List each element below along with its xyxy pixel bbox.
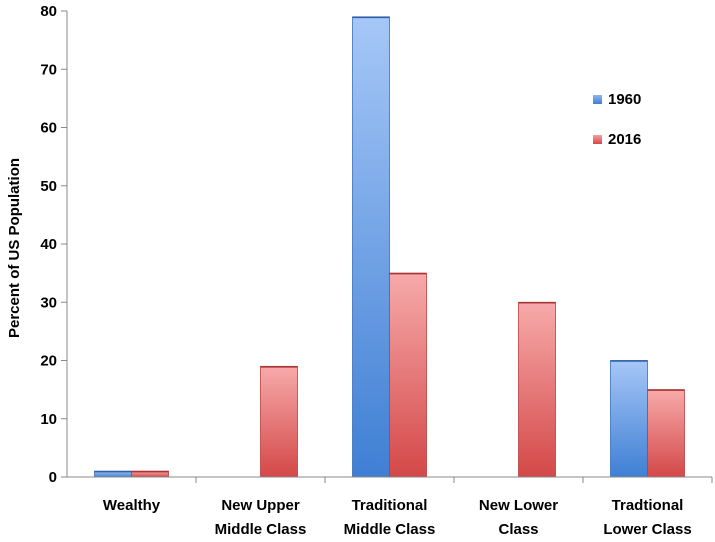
bar-2016	[647, 389, 685, 478]
x-category-label: Traditional	[352, 497, 428, 514]
bar-2016	[389, 272, 427, 478]
x-category-label: New Upper	[221, 497, 300, 514]
y-tick-label: 80	[40, 3, 57, 20]
y-tick-label: 20	[40, 353, 57, 370]
x-category-label: Class	[498, 521, 538, 538]
y-tick-label: 10	[40, 411, 57, 428]
bar-2016	[260, 365, 298, 478]
y-tick-label: 50	[40, 178, 57, 195]
bar-1960	[610, 360, 648, 478]
y-tick-label: 40	[40, 236, 57, 253]
x-category-label: Tradtional	[612, 497, 684, 514]
legend-swatch-1960	[593, 95, 602, 104]
bars-group	[94, 16, 713, 483]
y-tick-label: 60	[40, 120, 57, 137]
x-category-label: Wealthy	[103, 497, 161, 514]
legend-swatch-2016	[593, 135, 602, 144]
legend-label-1960: 1960	[608, 91, 641, 108]
x-category-label: Middle Class	[344, 521, 436, 538]
bar-1960	[352, 16, 390, 478]
y-axis-title: Percent of US Population	[6, 158, 23, 338]
legend-label-2016: 2016	[608, 131, 641, 148]
y-tick-label: 70	[40, 61, 57, 78]
y-axis-ticks: 0 10 20 30 40 50 60 70 80	[40, 3, 67, 486]
y-tick-label: 30	[40, 294, 57, 311]
x-axis-labels: Wealthy New Upper Middle Class Traditional M…	[103, 497, 692, 538]
x-category-label: Middle Class	[215, 521, 307, 538]
bar-2016	[518, 301, 556, 478]
y-tick-label: 0	[49, 469, 57, 486]
x-category-label: New Lower	[479, 497, 558, 514]
legend: 1960 2016	[593, 91, 641, 148]
x-category-label: Lower Class	[603, 521, 691, 538]
